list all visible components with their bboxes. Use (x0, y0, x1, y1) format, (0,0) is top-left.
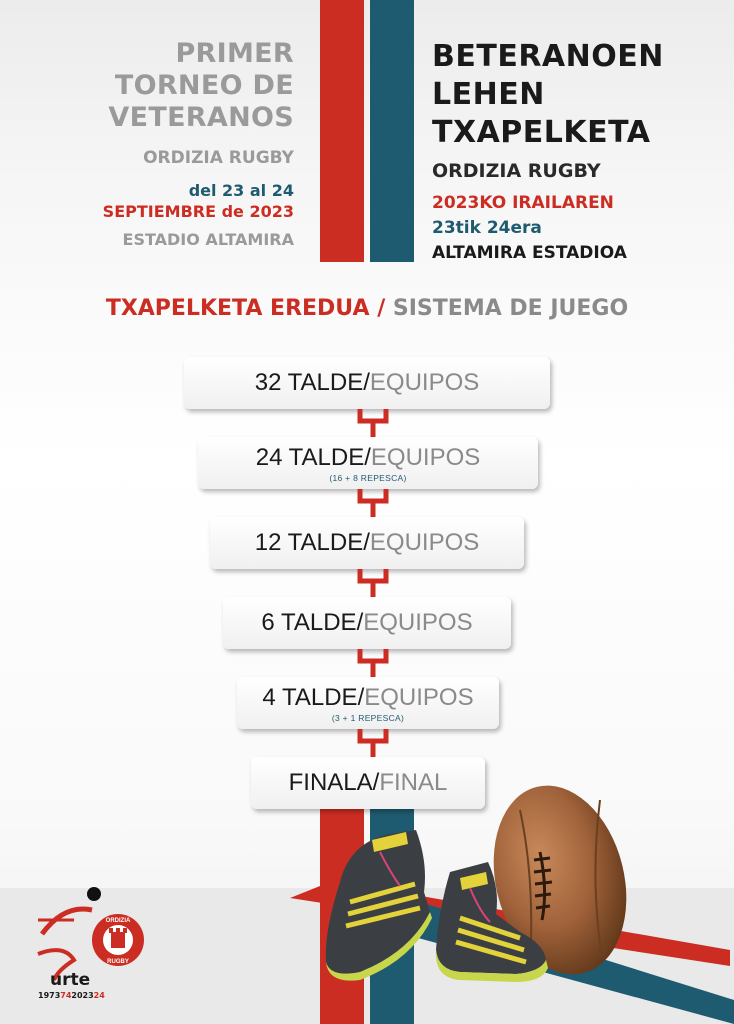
stage-box: 12 TALDE/EQUIPOS (210, 517, 524, 569)
stage-note: (3 + 1 REPESCA) (331, 712, 405, 723)
spanish-venue: ESTADIO ALTAMIRA (122, 230, 294, 249)
stage-label-spanish: EQUIPOS (369, 369, 480, 396)
goal-post-icon (357, 489, 389, 517)
stage-label-basque: FINALA/ (288, 769, 380, 796)
basque-month: 2023KO IRAILAREN (432, 193, 614, 213)
logo-ring-top: ORDIZIA (106, 918, 131, 924)
stage-box: 4 TALDE/EQUIPOS (3 + 1 REPESCA) (237, 677, 499, 729)
basque-title-line: BETERANOEN (432, 39, 664, 74)
goal-post-icon (357, 409, 389, 437)
stage-label: 32 TALDE/EQUIPOS (255, 369, 480, 397)
goal-post-icon (357, 569, 389, 597)
section-title: TXAPELKETA EREDUA / SISTEMA DE JUEGO (0, 296, 734, 321)
logo-year-24: 24 (93, 991, 105, 1000)
stage-label-spanish: EQUIPOS (364, 683, 474, 711)
logo-years: 197374202324 (38, 991, 105, 1000)
basque-dates: 23tik 24era (432, 218, 542, 238)
stage-label: 4 TALDE/EQUIPOS (262, 684, 473, 712)
stage-label-basque: 6 TALDE/ (261, 609, 364, 636)
spanish-title: PRIMER TORNEO DE VETERANOS (34, 38, 294, 134)
blue-stripe-top (370, 0, 414, 262)
stage-label-spanish: FINAL (379, 769, 448, 796)
stage-label-basque: 4 TALDE/ (262, 683, 365, 711)
stage-label: 12 TALDE/EQUIPOS (255, 529, 480, 557)
stage-label-basque: 24 TALDE/ (255, 443, 371, 471)
basque-title: BETERANOEN LEHEN TXAPELKETA (432, 38, 664, 152)
basque-club: ORDIZIA RUGBY (432, 160, 601, 182)
spanish-title-line: VETERANOS (108, 102, 294, 133)
logo-year-74: 74 (60, 991, 72, 1000)
stage-box: 6 TALDE/EQUIPOS (223, 597, 511, 649)
basque-title-line: TXAPELKETA (432, 115, 651, 150)
stage-label-basque: 12 TALDE/ (254, 529, 370, 556)
basque-venue: ALTAMIRA ESTADIOA (432, 243, 627, 263)
stage-label-spanish: EQUIPOS (369, 529, 480, 556)
spanish-month: SEPTIEMBRE de 2023 (102, 202, 294, 221)
goal-post-icon (357, 649, 389, 677)
logo-year-1973: 1973 (38, 991, 61, 1000)
section-title-spanish: SISTEMA DE JUEGO (392, 296, 629, 321)
spanish-title-line: TORNEO DE (114, 70, 294, 101)
stage-label: FINALA/FINAL (289, 769, 448, 797)
stage-label-basque: 32 TALDE/ (254, 369, 370, 396)
logo-year-2023: 2023 (71, 991, 94, 1000)
section-title-separator: / (377, 296, 386, 321)
stage-label-spanish: EQUIPOS (363, 609, 473, 636)
stage-box: FINALA/FINAL (251, 757, 485, 809)
spanish-club: ORDIZIA RUGBY (143, 148, 294, 168)
logo-ring-bottom: RUGBY (107, 959, 129, 965)
stage-label: 6 TALDE/EQUIPOS (261, 609, 472, 637)
basque-title-line: LEHEN (432, 77, 545, 112)
goal-post-icon (357, 729, 389, 757)
section-title-basque: TXAPELKETA EREDUA (105, 296, 370, 321)
spanish-dates: del 23 al 24 (188, 181, 294, 200)
logo-word: urte (50, 970, 91, 990)
stage-label-spanish: EQUIPOS (370, 443, 481, 471)
stage-box: 32 TALDE/EQUIPOS (184, 357, 550, 409)
red-stripe-top (320, 0, 364, 262)
stage-box: 24 TALDE/EQUIPOS (16 + 8 REPESCA) (198, 437, 538, 489)
club-logo: ORDIZIA RUGBY (37, 887, 144, 981)
spanish-title-line: PRIMER (175, 38, 294, 69)
stage-note: (16 + 8 REPESCA) (329, 472, 407, 483)
rugby-boots-image (325, 830, 548, 982)
stage-label: 24 TALDE/EQUIPOS (256, 444, 481, 472)
